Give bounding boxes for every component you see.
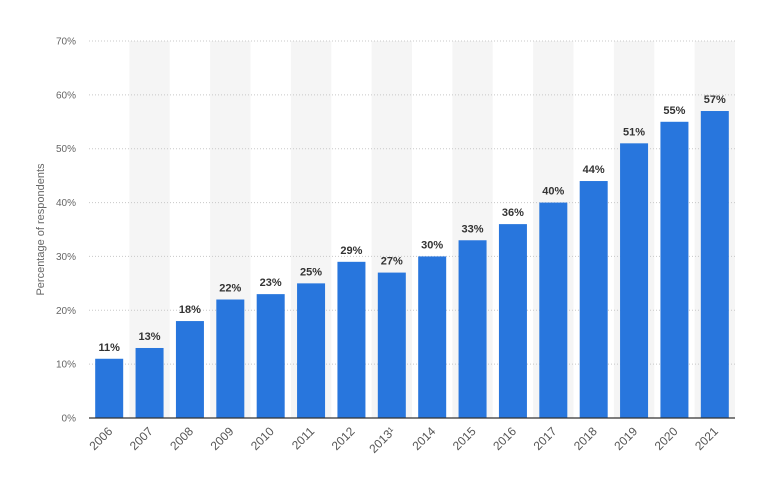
data-label: 55% xyxy=(663,105,685,117)
bar xyxy=(297,283,326,418)
y-axis-ticks: 0% 10% 20% 30% 40% 50% 60% 70% xyxy=(56,37,76,425)
bar xyxy=(579,181,608,418)
data-label: 22% xyxy=(219,283,241,295)
y-axis-label: Percentage of respondents xyxy=(35,163,47,296)
bar xyxy=(539,202,568,418)
data-label: 36% xyxy=(502,207,524,219)
x-tick-label: 2020 xyxy=(652,424,681,453)
data-label: 40% xyxy=(542,186,564,198)
bar xyxy=(458,240,487,418)
bar xyxy=(216,299,245,418)
x-tick-label: 2017 xyxy=(531,424,560,453)
y-tick-label: 50% xyxy=(56,144,76,155)
y-tick-label: 0% xyxy=(62,414,77,425)
data-label: 29% xyxy=(340,245,362,257)
y-tick-label: 60% xyxy=(56,90,76,101)
x-tick-label: 2016 xyxy=(490,424,519,453)
data-label: 33% xyxy=(462,223,484,235)
bar xyxy=(377,272,406,418)
x-tick-label: 2013¹ xyxy=(366,424,398,456)
data-label: 11% xyxy=(98,342,120,354)
data-label: 23% xyxy=(260,277,282,289)
bar xyxy=(418,256,447,418)
x-tick-label: 2021 xyxy=(692,424,721,453)
bar xyxy=(700,111,729,418)
data-label: 51% xyxy=(623,126,645,138)
data-labels: 11% 13% 18% 22% 23% 25% 29% 27% 30% 33% 36% 40% 44% 5… xyxy=(98,94,726,354)
x-tick-label: 2008 xyxy=(167,424,196,453)
bar xyxy=(135,347,164,418)
x-tick-label: 2009 xyxy=(208,424,237,453)
bar xyxy=(620,143,649,419)
x-tick-label: 2019 xyxy=(611,424,640,453)
bar xyxy=(95,358,124,418)
data-label: 30% xyxy=(421,239,443,251)
data-label: 13% xyxy=(139,331,161,343)
x-axis-ticks: 2006 2007 2008 2009 2010 2011 2012 2013¹ 2014 201… xyxy=(87,424,722,456)
x-tick-label: 2010 xyxy=(248,424,277,453)
bars xyxy=(95,111,729,419)
x-tick-label: 2006 xyxy=(87,424,116,453)
bar xyxy=(498,224,527,418)
x-tick-label: 2015 xyxy=(450,424,479,453)
y-tick-label: 70% xyxy=(56,37,76,48)
y-tick-label: 10% xyxy=(56,360,76,371)
data-label: 44% xyxy=(583,164,605,176)
data-label: 25% xyxy=(300,266,322,278)
y-tick-label: 40% xyxy=(56,198,76,209)
data-label: 27% xyxy=(381,256,403,268)
x-tick-label: 2012 xyxy=(329,424,358,453)
x-tick-label: 2018 xyxy=(571,424,600,453)
x-tick-label: 2014 xyxy=(410,424,439,453)
bar xyxy=(337,261,366,418)
x-tick-label: 2007 xyxy=(127,424,156,453)
y-tick-label: 20% xyxy=(56,306,76,317)
y-tick-label: 30% xyxy=(56,252,76,263)
bar xyxy=(175,321,204,418)
data-label: 57% xyxy=(704,94,726,106)
bar xyxy=(256,294,285,418)
x-tick-label: 2011 xyxy=(289,424,317,452)
data-label: 18% xyxy=(179,304,201,316)
bar xyxy=(660,121,689,419)
